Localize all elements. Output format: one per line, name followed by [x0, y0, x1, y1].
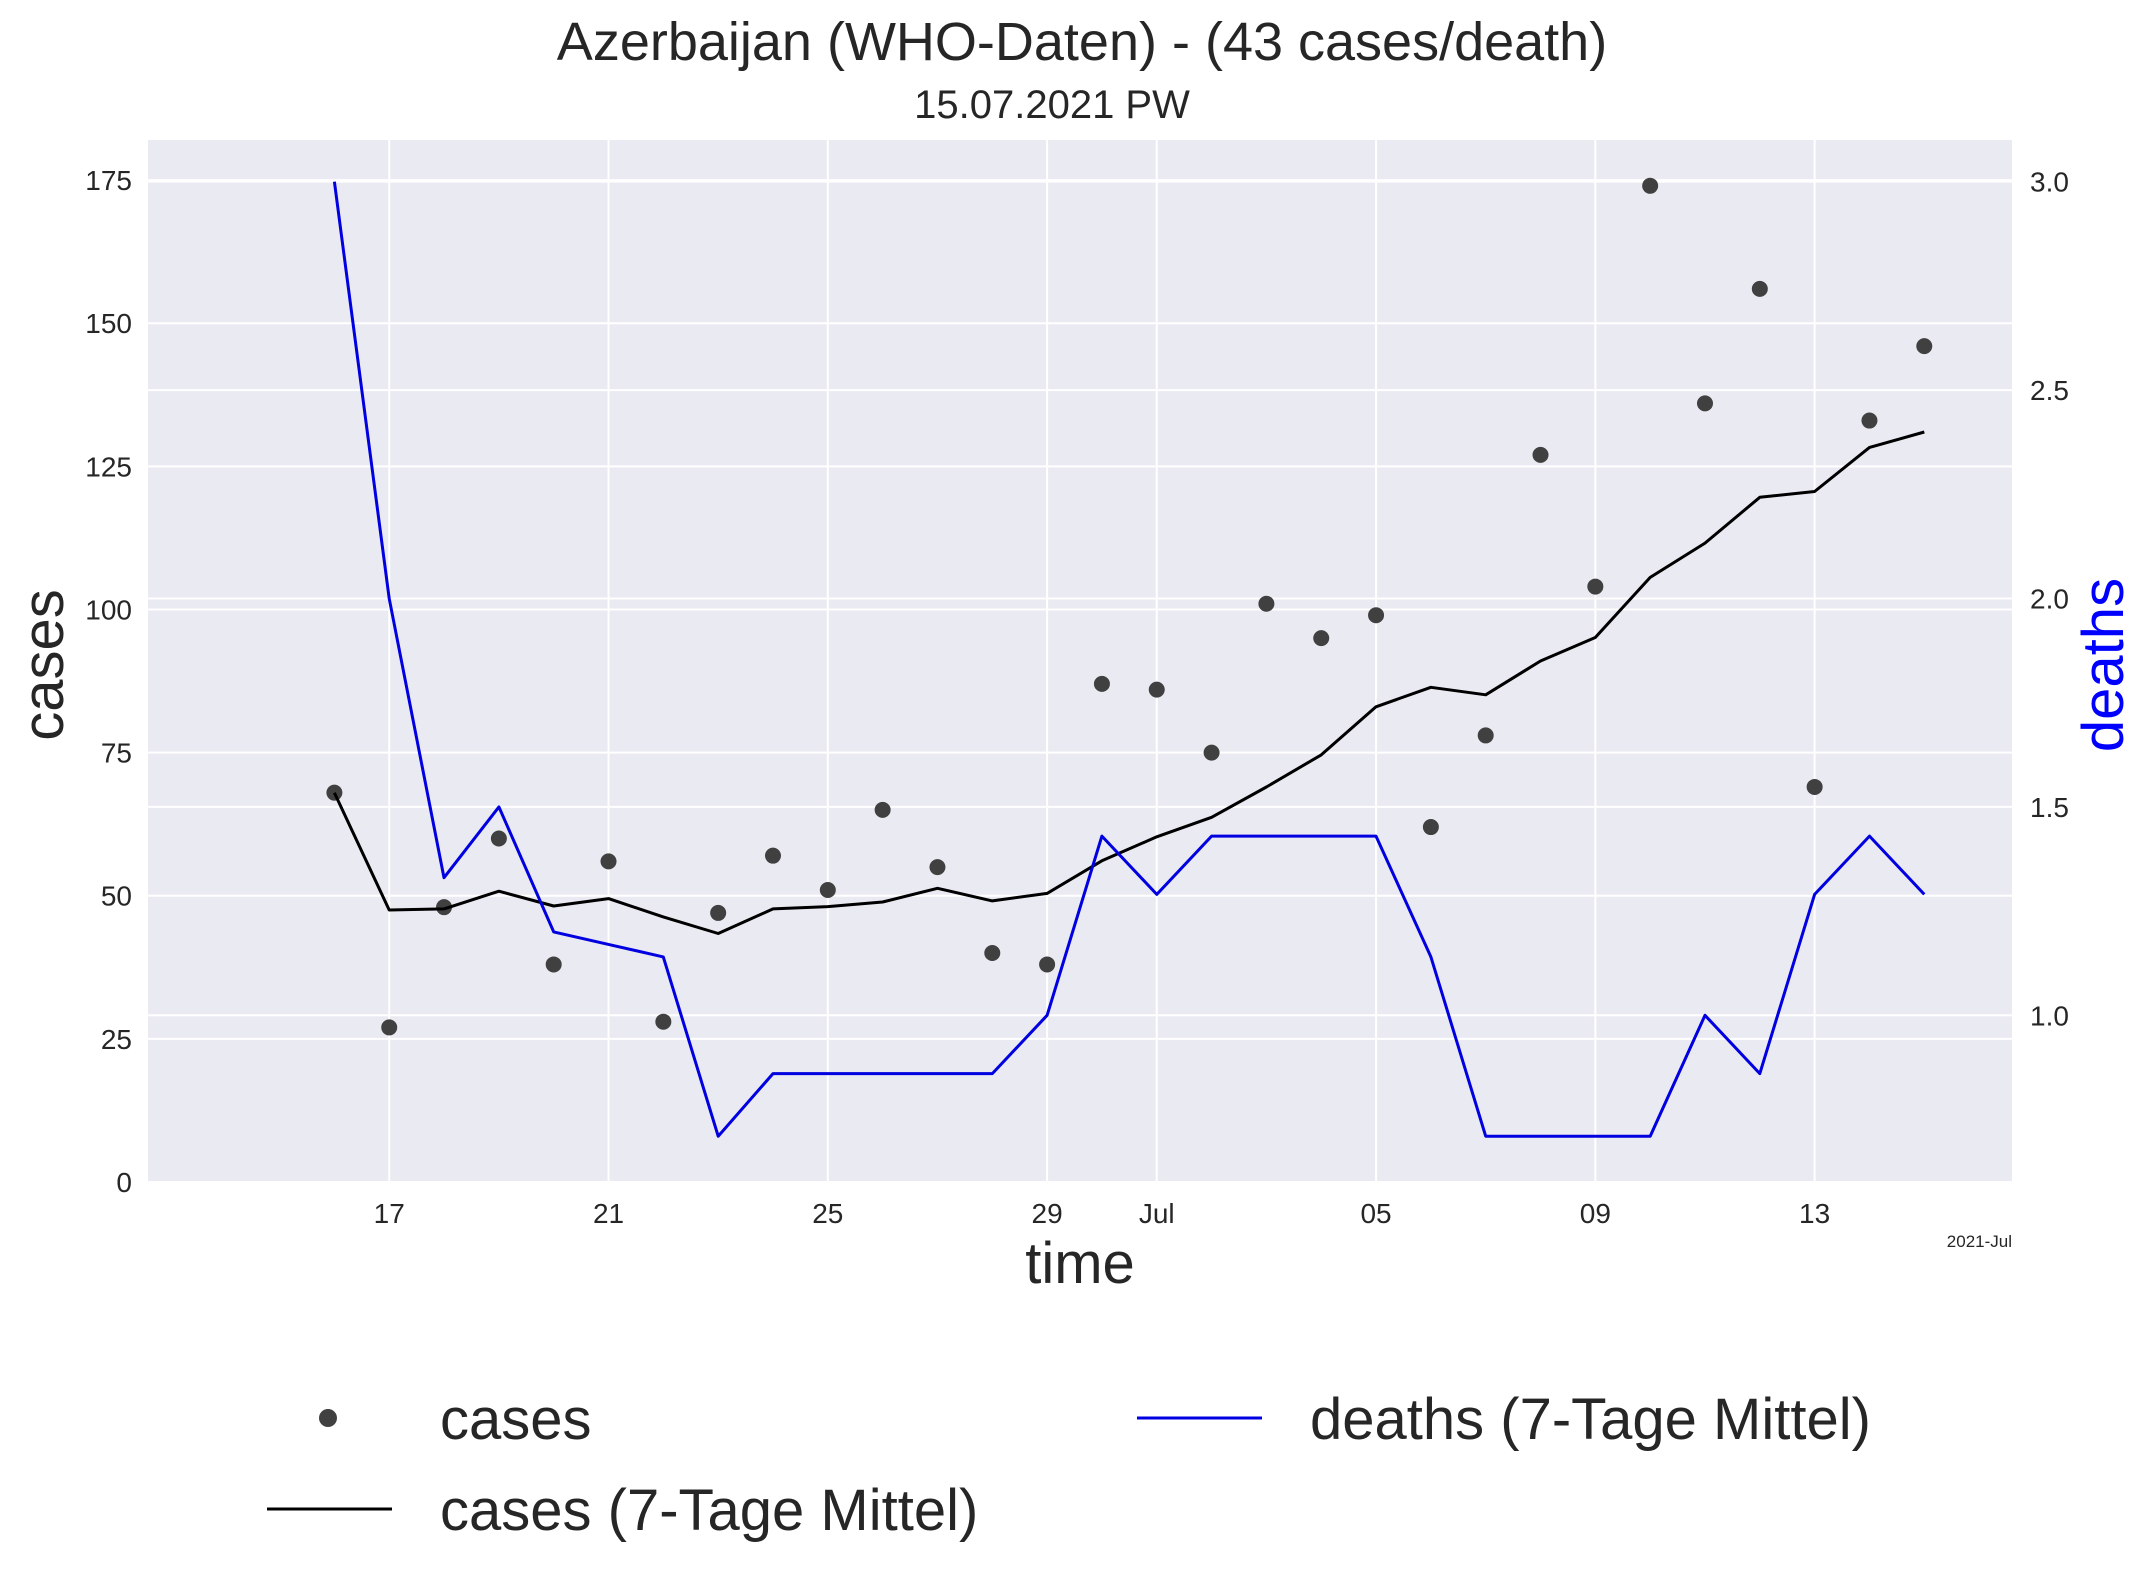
- cases-point: [1313, 630, 1330, 647]
- y-tick-label: 100: [85, 594, 132, 625]
- cases-point: [1148, 681, 1165, 698]
- x-tick-label: 29: [1032, 1198, 1063, 1229]
- cases-point: [1587, 578, 1604, 595]
- x-tick-label: 05: [1360, 1198, 1391, 1229]
- legend-label-deaths-avg: deaths (7-Tage Mittel): [1310, 1387, 1871, 1452]
- cases-point: [1093, 675, 1110, 692]
- cases-point: [436, 899, 453, 916]
- cases-point: [1751, 280, 1768, 297]
- y2-tick-label: 3.0: [2030, 167, 2069, 198]
- y-tick-label: 75: [101, 738, 132, 769]
- deaths-avg-line: [332, 181, 1926, 1138]
- cases-point: [1039, 956, 1056, 973]
- cases-point: [1368, 607, 1385, 624]
- chart-title: Azerbaijan (WHO-Daten) - (43 cases/death…: [557, 12, 1607, 72]
- plot-background: [148, 140, 2012, 1182]
- cases-point: [381, 1019, 398, 1036]
- cases-point: [1258, 595, 1275, 612]
- cases-avg-line: [333, 430, 1925, 935]
- cases-point: [600, 853, 617, 870]
- series-layer: [326, 177, 1933, 1138]
- cases-point: [545, 956, 562, 973]
- cases-point: [710, 904, 727, 921]
- y-tick-label: 50: [101, 881, 132, 912]
- y-tick-label: 25: [101, 1024, 132, 1055]
- cases-point: [655, 1013, 672, 1030]
- cases-point: [764, 847, 781, 864]
- x-axis-label: time: [1025, 1231, 1135, 1296]
- y2-tick-label: 2.5: [2030, 375, 2069, 406]
- cases-point: [1642, 177, 1659, 194]
- legend: cases cases (7-Tage Mittel) deaths (7-Ta…: [267, 1387, 1871, 1543]
- cases-point: [1532, 446, 1549, 463]
- y-tick-label: 175: [85, 165, 132, 196]
- x-tick-label: 17: [374, 1198, 405, 1229]
- cases-point: [984, 944, 1001, 961]
- cases-point: [1806, 778, 1823, 795]
- legend-label-cases-avg: cases (7-Tage Mittel): [440, 1478, 978, 1543]
- x-tick-label: 21: [593, 1198, 624, 1229]
- cases-point: [1861, 412, 1878, 429]
- cases-point: [1696, 395, 1713, 412]
- x-axis-offset-label: 2021-Jul: [1947, 1232, 2012, 1251]
- x-tick-label: 09: [1580, 1198, 1611, 1229]
- cases-point: [1916, 338, 1933, 355]
- legend-marker-cases: [319, 1409, 337, 1427]
- grid-lines: [148, 140, 2012, 1183]
- y2-axis-label: deaths: [2071, 578, 2136, 752]
- y-tick-label: 0: [116, 1167, 132, 1198]
- y-tick-label: 125: [85, 451, 132, 482]
- x-tick-label: 13: [1799, 1198, 1830, 1229]
- y-tick-label: 150: [85, 308, 132, 339]
- cases-point: [929, 859, 946, 876]
- y-axis-label: cases: [11, 589, 76, 741]
- cases-point: [819, 882, 836, 899]
- x-tick-label: 25: [812, 1198, 843, 1229]
- y2-tick-label: 1.5: [2030, 792, 2069, 823]
- cases-point: [1477, 727, 1494, 744]
- tick-labels: 17 21 25 29 Jul 05 09 13 0 25 50 75 100 125 150 175 1.0 1…: [85, 165, 2069, 1229]
- y2-tick-label: 1.0: [2030, 1000, 2069, 1031]
- cases-point: [874, 801, 891, 818]
- cases-point: [326, 784, 343, 801]
- cases-point: [1422, 819, 1439, 836]
- x-tick-label: Jul: [1139, 1198, 1175, 1229]
- cases-point: [1203, 744, 1220, 761]
- y2-tick-label: 2.0: [2030, 583, 2069, 614]
- cases-point: [490, 830, 507, 847]
- legend-label-cases: cases: [440, 1387, 592, 1452]
- chart-subtitle: 15.07.2021 PW: [914, 83, 1190, 127]
